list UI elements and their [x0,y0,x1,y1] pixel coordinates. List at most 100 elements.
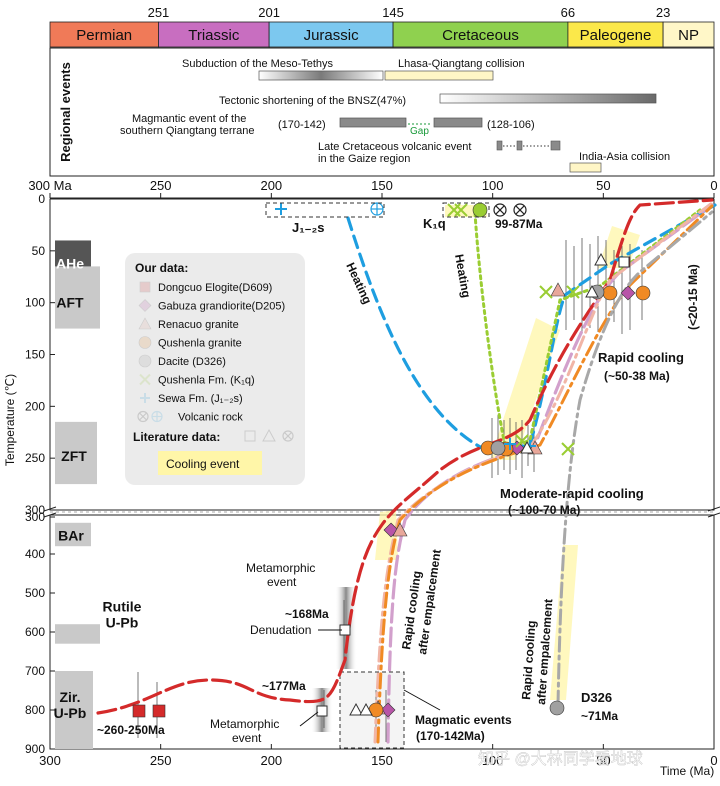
geologic-timescale: Permian Triassic Jurassic Cretaceous Paleoge… [49,21,715,48]
band-label: U-Pb [106,615,139,631]
label-rapid-cooling-age: (~50-38 Ma) [604,369,670,383]
data-marker [550,282,566,297]
data-marker [152,704,166,718]
event-gaize-label-1: Late Cretaceous volcanic event [318,141,471,153]
label-emplacement-2a: Rapid cooling [519,620,539,700]
label-age-177: ~177Ma [262,679,306,693]
top-axis-tick-label: 0 [710,178,717,193]
data-marker [602,285,618,301]
label-magmatic-range: (170-142Ma) [416,729,485,743]
data-marker [493,203,507,217]
band-aft [55,266,100,329]
y-tick-label-upper: 300 [25,503,45,517]
event-india-asia-bar [569,162,602,173]
event-lhasa-qiangtang-bar [384,70,494,81]
boundary-age-label: 145 [382,5,404,20]
data-marker [594,252,608,266]
period-triassic [158,21,270,48]
legend-label: Sewa Fm. (J₁₋₂s) [158,393,243,405]
top-axis-tick-label: 300 Ma [28,178,72,193]
event-meso-tethys-bar [258,70,384,81]
y-tick-label-lower: 500 [25,586,45,600]
watermark: 知乎 @大林同学看地球 [478,750,643,768]
y-tick-label-lower: 900 [25,742,45,756]
event-gap-label: Gap [410,126,429,137]
event-lhasa-qiangtang-label: Lhasa-Qiangtang collision [398,58,525,70]
event-magmatic-label-1: Magmantic event of the [132,113,246,125]
legend-title: Our data: [135,261,188,275]
label-moderate-cooling: Moderate-rapid cooling [500,486,644,501]
band-label: ZFT [61,448,87,464]
event-gaize-bar-1 [496,140,503,151]
volc-stroke [515,205,525,215]
band-zir-u-pb [55,671,93,749]
period-label: Cretaceous [442,27,519,44]
data-marker [359,702,373,716]
label-volcanic-age: 99-87Ma [495,217,543,231]
top-axis-tick-label: 200 [260,178,282,193]
period-label: Jurassic [304,27,360,44]
top-axis-tick-label: 100 [482,178,504,193]
y-tick-label-upper: 0 [38,192,45,206]
label-age-260: ~260-250Ma [97,723,165,737]
event-gaize-bar-3 [550,140,561,151]
data-marker [275,203,287,215]
label-metamorphic-event-1: Metamorphic [246,561,315,575]
regional-events-title: Regional events [58,62,73,162]
box-k1q [442,202,490,218]
data-marker [635,285,651,301]
legend: Our data: Dongcuo Elogite(D609) Gabuza gra… [133,261,285,475]
band-label: BAr [58,527,84,543]
bottom-axis-tick-label: 50 [596,753,610,768]
y-tick-label-upper: 250 [25,451,45,465]
event-bnsz-bar [439,93,657,104]
band-label: AFT [56,295,84,311]
label-metamorphic-event-2: Metamorphic [210,717,279,731]
cross-stroke [561,442,575,456]
bottom-axis-tick-label: 200 [260,753,282,768]
data-marker [472,202,488,218]
box-j12s [265,202,385,218]
data-marker [513,203,527,217]
label-denudation: Denudation [250,623,311,637]
event-meso-tethys-label: Subduction of the Meso-Tethys [182,58,334,70]
data-marker [392,522,408,537]
boundary-age-label: 66 [561,5,575,20]
temperature-axis-label: Temperature (℃) [3,374,17,466]
label-d326: D326 [581,690,612,705]
label-d326-age: ~71Ma [581,709,618,723]
data-marker [539,285,553,299]
cross-stroke [454,203,468,217]
volc-stroke [495,205,505,215]
bottom-axis-tick-label: 250 [150,753,172,768]
legend-cooling-label: Cooling event [166,457,240,471]
band-rutile-u-pb [55,624,100,644]
event-magmatic-bar-2 [433,117,483,128]
legend-label: Gabuza grandiorite(D205) [158,301,285,313]
band-label: Rutile [103,599,142,615]
label-heating-2: Heating [452,253,473,299]
leader-metamorphic-2 [299,711,319,727]
bottom-axis-tick-label: 300 [39,753,61,768]
label-magmatic-events: Magmatic events [415,713,512,727]
period-label: Permian [76,27,132,44]
legend-cooling-swatch [158,451,262,475]
time-axis-label: Time (Ma) [660,764,714,778]
y-tick-label-lower: 600 [25,625,45,639]
boundary-age-label: 23 [656,5,670,20]
period-permian [49,21,159,48]
top-axis-tick-label: 50 [596,178,610,193]
period-np [662,21,715,48]
bottom-axis-tick-label: 150 [371,753,393,768]
data-marker [618,256,630,268]
period-boundary-ages: 251 201 145 66 23 [148,5,671,20]
legend-label: Renacuo granite [158,319,239,331]
data-marker [520,440,534,454]
y-tick-label-upper: 150 [25,348,45,362]
period-label: Triassic [188,27,240,44]
data-marker [561,442,575,456]
data-marker [620,285,636,301]
path-gabuza-granodiorite [386,203,714,744]
legend-label: Volcanic rock [178,412,243,424]
